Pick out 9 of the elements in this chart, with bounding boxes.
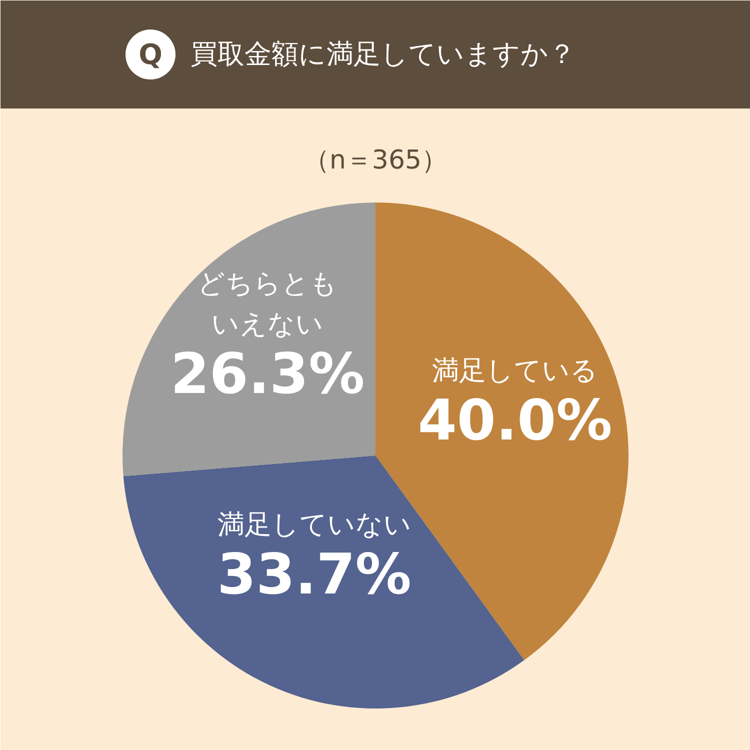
data-label: 40.0% [418,388,612,454]
data-label: 33.7% [217,542,412,608]
data-label: 26.3% [170,342,365,407]
chart-title: 買取金額に満足していますか？ [190,39,576,70]
slice-label: どちらともいえない [198,268,338,340]
slice-label: 満足していない [217,509,412,540]
chart-subtitle: （n＝365） [303,146,448,176]
slice-label: 満足している [432,355,598,386]
text: Q [138,38,162,71]
